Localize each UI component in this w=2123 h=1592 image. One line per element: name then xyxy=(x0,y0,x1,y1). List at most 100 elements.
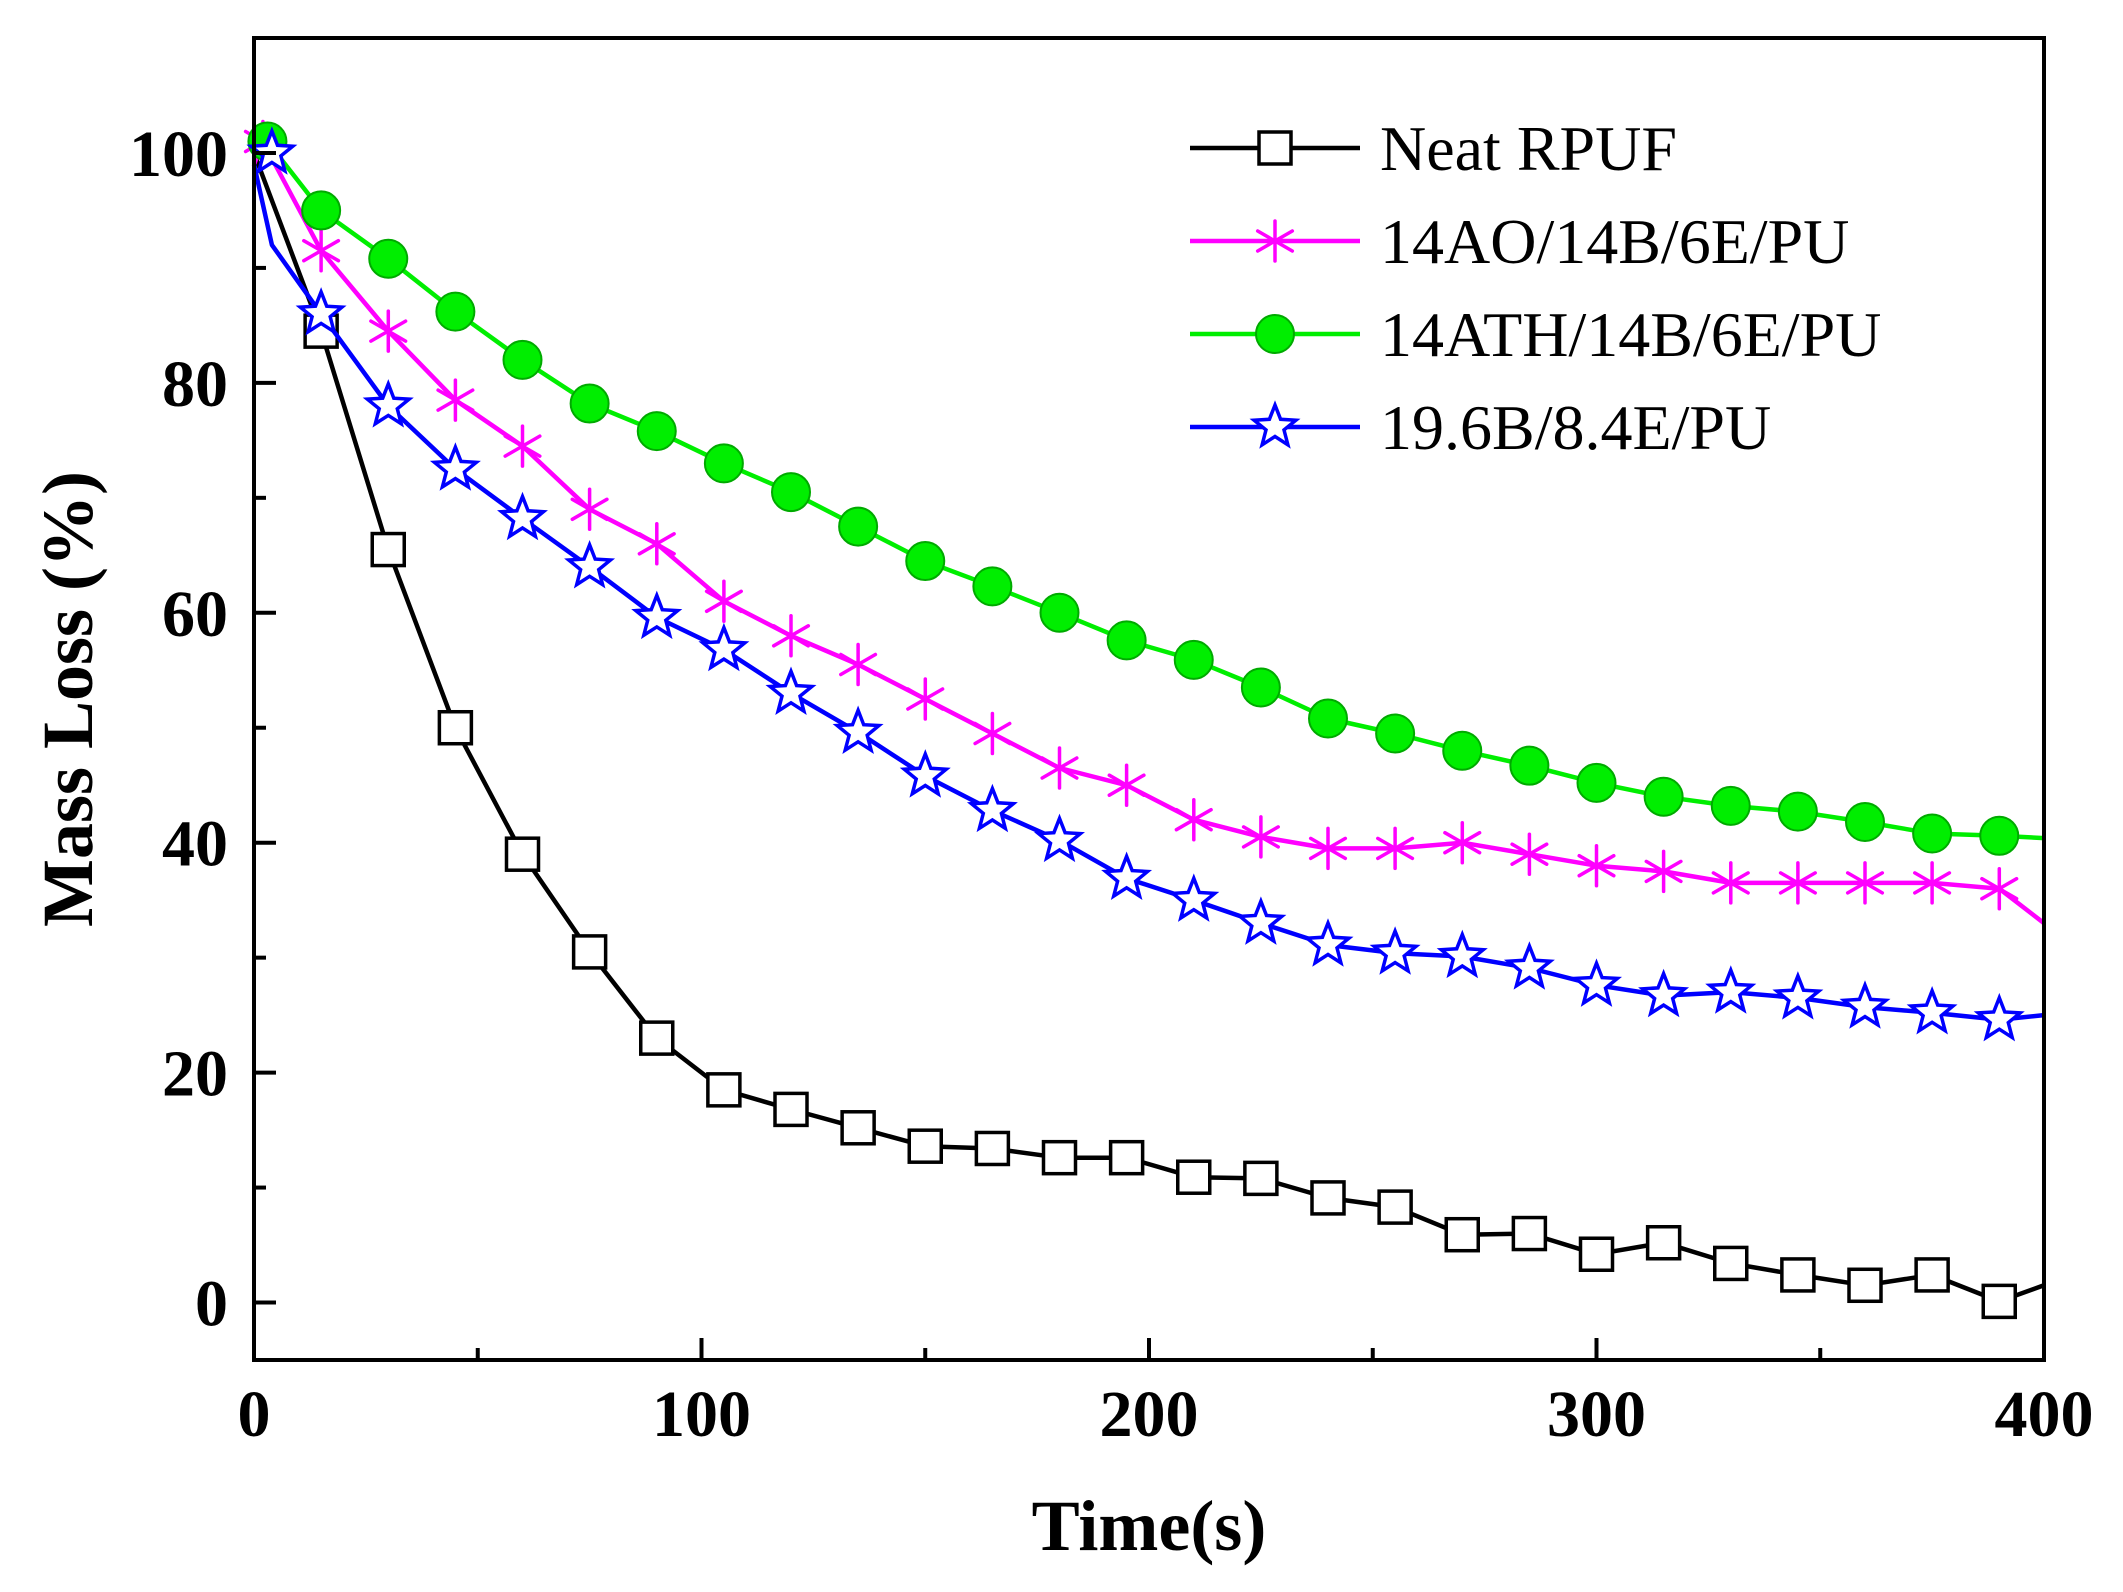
data-point xyxy=(370,531,406,568)
data-point xyxy=(1108,1139,1145,1176)
data-point xyxy=(502,339,543,380)
data-point xyxy=(972,566,1013,607)
series-neat-rpuf xyxy=(251,152,2045,1320)
data-point xyxy=(1777,791,1818,832)
data-point xyxy=(1644,849,1683,894)
data-point xyxy=(765,666,817,716)
data-point xyxy=(1839,980,1891,1029)
data-point xyxy=(1772,971,1824,1020)
legend-marker xyxy=(1249,400,1301,449)
data-point xyxy=(1913,861,1952,905)
data-point xyxy=(1173,639,1214,680)
data-point xyxy=(639,1020,675,1056)
y-tick-label: 60 xyxy=(162,578,228,651)
legend-item-19-6b-8-4e-pu: 19.6B/8.4E/PU xyxy=(1190,392,1771,463)
data-point xyxy=(1979,815,2020,856)
series-layer xyxy=(243,119,2046,1320)
data-point xyxy=(832,705,884,755)
data-point xyxy=(1243,1160,1279,1197)
y-tick-label: 0 xyxy=(195,1268,228,1341)
data-point xyxy=(906,677,945,721)
series-14ath-14b-6e-pu xyxy=(247,121,2045,856)
data-point xyxy=(1308,698,1348,739)
data-point xyxy=(429,442,481,491)
legend-item-neat-rpuf: Neat RPUF xyxy=(1190,113,1677,184)
legend-marker xyxy=(1257,130,1293,166)
data-point xyxy=(1845,802,1885,843)
data-point xyxy=(1705,965,1757,1014)
data-point xyxy=(1638,968,1690,1018)
data-point xyxy=(1040,746,1079,790)
data-point xyxy=(368,238,409,279)
data-point xyxy=(838,506,879,547)
data-point xyxy=(1443,820,1482,865)
data-point xyxy=(1571,958,1622,1007)
data-point xyxy=(1235,896,1287,945)
x-tick-label: 100 xyxy=(652,1378,751,1451)
data-point xyxy=(1106,620,1147,661)
data-point xyxy=(636,411,677,452)
data-point xyxy=(1577,843,1616,888)
data-point xyxy=(362,379,414,428)
data-point xyxy=(704,579,743,624)
series-line-19-6b-8-4e-pu xyxy=(251,164,2045,1022)
data-point xyxy=(564,540,616,589)
data-point xyxy=(899,749,951,798)
legend-marker xyxy=(1255,219,1295,263)
series-markers-19-6b-8-4e-pu xyxy=(246,126,2025,1042)
data-point xyxy=(1845,861,1885,905)
series-markers-14ao-14b-6e-pu xyxy=(243,119,2019,911)
x-tick-label: 200 xyxy=(1100,1378,1199,1451)
legend-marker xyxy=(1255,314,1295,354)
data-point xyxy=(1241,815,1280,859)
data-point xyxy=(637,522,676,566)
data-point xyxy=(1375,713,1416,754)
data-point xyxy=(905,541,946,582)
data-point xyxy=(497,491,548,541)
data-point xyxy=(771,614,811,658)
data-point xyxy=(1039,592,1080,633)
data-point xyxy=(773,1091,809,1128)
data-point xyxy=(437,709,474,746)
data-point xyxy=(1436,929,1488,979)
data-point xyxy=(1511,1215,1548,1252)
data-point xyxy=(1510,832,1549,876)
x-tick-label: 300 xyxy=(1547,1378,1646,1451)
data-point xyxy=(571,934,608,970)
data-point xyxy=(1107,763,1146,807)
data-point xyxy=(1168,873,1220,922)
data-point xyxy=(1503,941,1555,990)
x-axis-title: Time(s) xyxy=(1032,1486,1267,1566)
series-19-6b-8-4e-pu xyxy=(246,126,2045,1042)
data-point xyxy=(1981,1283,2017,1320)
data-point xyxy=(974,1130,1011,1167)
y-tick-label: 40 xyxy=(162,808,228,881)
data-point xyxy=(1906,986,1958,1035)
data-point xyxy=(1369,926,1421,975)
data-point xyxy=(435,291,476,332)
data-point xyxy=(301,190,342,231)
data-point xyxy=(1912,813,1953,854)
series-markers-neat-rpuf xyxy=(303,313,2017,1320)
data-point xyxy=(569,383,610,424)
legend-label: 14AO/14B/6E/PU xyxy=(1380,206,1849,277)
data-point xyxy=(504,836,541,872)
axis-ticks xyxy=(254,150,1823,1360)
axis-tick-labels: 0 100 200 300 400 0 20 40 60 80 100 xyxy=(129,118,2094,1451)
data-point xyxy=(1310,1180,1346,1216)
data-point xyxy=(1713,1245,1749,1282)
data-point xyxy=(1578,1236,1615,1272)
data-point xyxy=(302,228,341,273)
data-point xyxy=(1377,1189,1413,1225)
data-point xyxy=(1302,918,1354,967)
legend: Neat RPUF 14AO/14B/6E/PU 14ATH/14B/6E/PU 19… xyxy=(1190,113,1881,463)
data-point xyxy=(1778,861,1817,905)
data-point xyxy=(1780,1257,1816,1293)
data-point xyxy=(907,1128,943,1164)
data-point xyxy=(698,622,750,672)
data-point xyxy=(1711,861,1750,905)
data-point xyxy=(631,590,683,640)
data-point xyxy=(1645,1224,1682,1261)
x-tick-label: 400 xyxy=(1995,1378,2094,1451)
